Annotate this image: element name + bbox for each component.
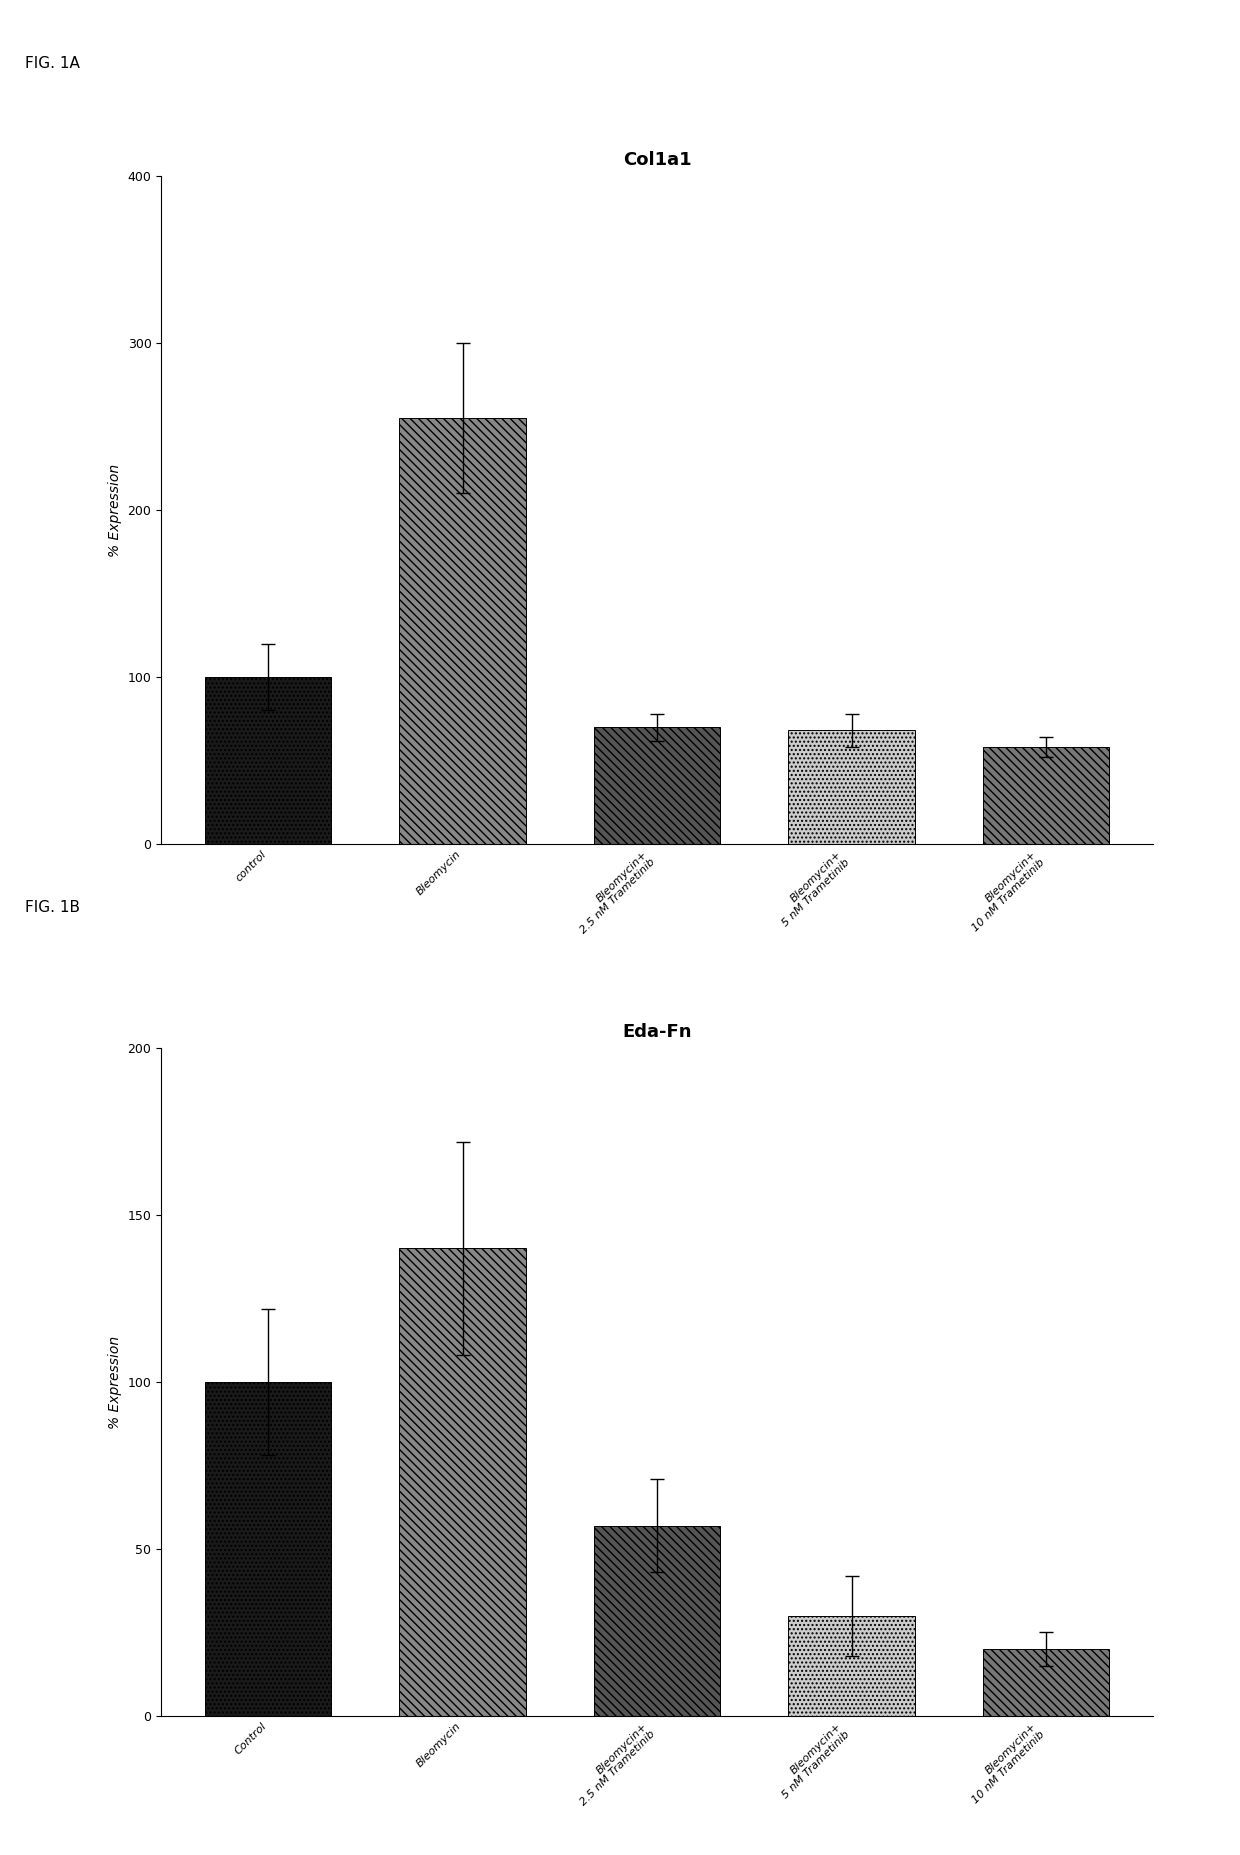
Text: FIG. 1B: FIG. 1B bbox=[25, 900, 79, 915]
Title: Eda-Fn: Eda-Fn bbox=[622, 1022, 692, 1041]
Bar bbox=[205, 677, 331, 844]
Bar bbox=[205, 1382, 331, 1716]
Y-axis label: % Expression: % Expression bbox=[108, 1336, 122, 1428]
Bar bbox=[399, 417, 526, 844]
Bar bbox=[789, 731, 915, 844]
Text: FIG. 1A: FIG. 1A bbox=[25, 56, 79, 70]
Bar bbox=[789, 1616, 915, 1716]
Y-axis label: % Expression: % Expression bbox=[108, 464, 122, 556]
Bar bbox=[983, 748, 1110, 844]
Bar bbox=[983, 1649, 1110, 1716]
Bar bbox=[399, 1248, 526, 1716]
Title: Col1a1: Col1a1 bbox=[622, 150, 692, 169]
Bar bbox=[594, 1525, 720, 1716]
Bar bbox=[594, 727, 720, 844]
